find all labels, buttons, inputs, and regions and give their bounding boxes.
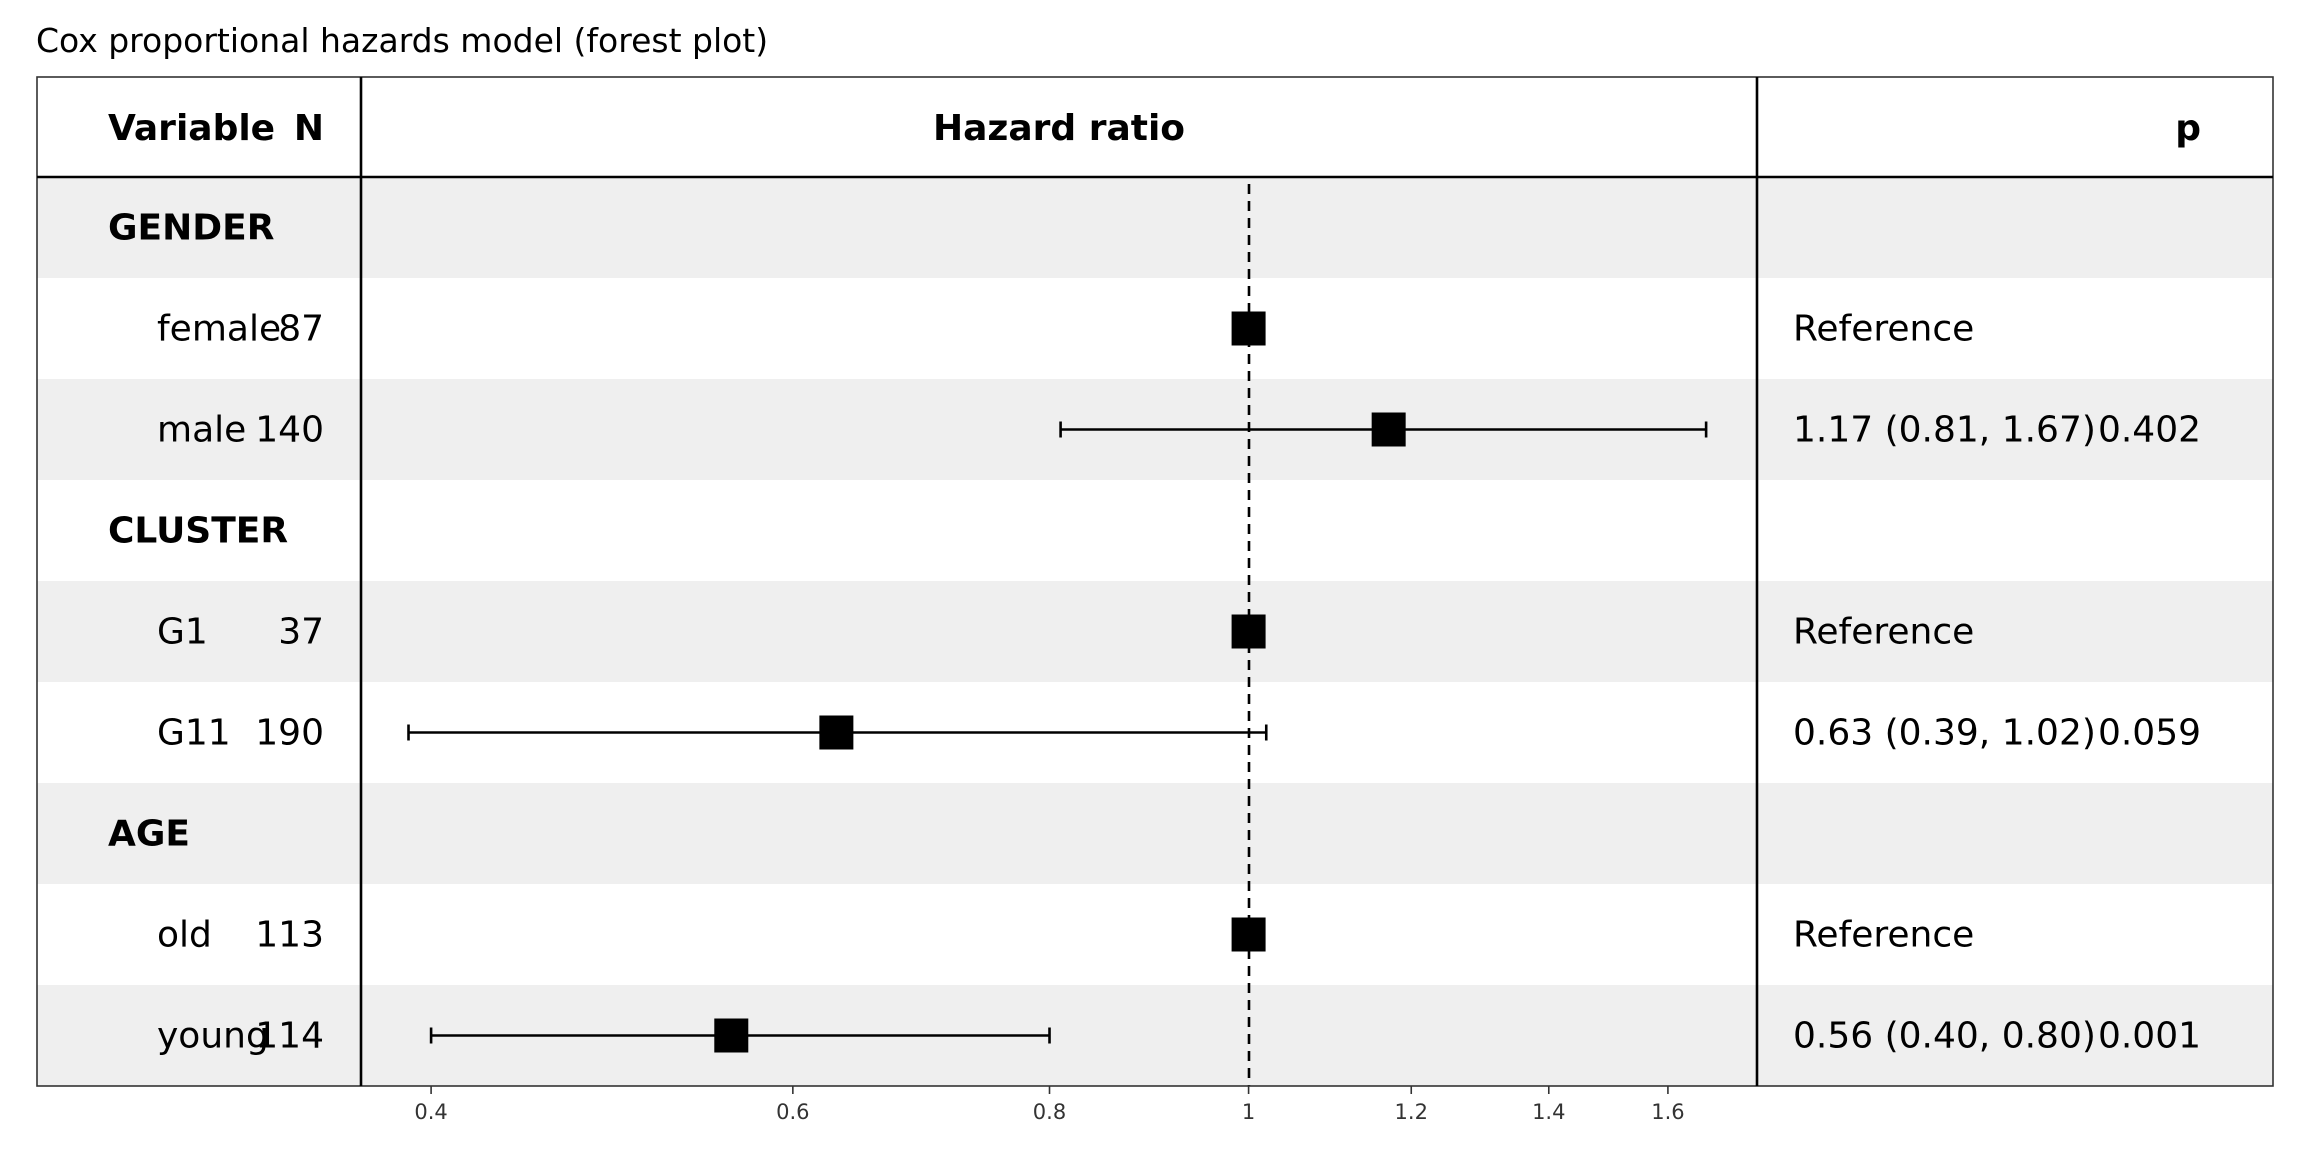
header-n: N [294,108,324,149]
group-label: GENDER [108,208,274,249]
estimate-marker [1371,412,1406,447]
estimate-label: 0.63 (0.39, 1.02) [1793,713,2096,754]
x-axis: 0.4 0.6 0.8 1 1.2 1.4 1.6 [414,1086,1685,1124]
reference-label: Reference [1793,915,1974,956]
p-value: 0.001 [2098,1016,2201,1057]
level-label: male [157,410,246,451]
reference-label: Reference [1793,309,1974,350]
chart-title: Cox proportional hazards model (forest p… [36,21,768,60]
row-shade [37,581,2273,682]
x-tick-label: 0.6 [776,1100,809,1124]
x-tick-label: 1.2 [1395,1100,1428,1124]
n-value: 114 [255,1016,324,1057]
row-shade [37,783,2273,884]
level-label: G1 [157,612,208,653]
level-label: young [157,1016,269,1057]
header-p: p [2175,108,2201,149]
header-variable: Variable [108,108,275,149]
group-label: CLUSTER [108,511,288,552]
x-tick-label: 0.4 [414,1100,447,1124]
n-value: 140 [255,410,324,451]
x-tick-label: 1.6 [1651,1100,1684,1124]
n-value: 87 [278,309,324,350]
row-shade [37,177,2273,278]
p-value: 0.402 [2098,410,2201,451]
level-label: old [157,915,212,956]
n-value: 190 [255,713,324,754]
level-label: G11 [157,713,231,754]
estimate-marker [1231,614,1266,649]
estimate-marker [1231,311,1266,346]
estimate-label: 1.17 (0.81, 1.67) [1793,410,2096,451]
estimate-marker [1231,917,1266,952]
estimate-marker [819,715,854,750]
header-hazard-ratio: Hazard ratio [933,108,1185,149]
reference-label: Reference [1793,612,1974,653]
level-label: female [157,309,281,350]
table-outer-border [36,76,2274,1087]
group-label: AGE [108,814,190,855]
x-tick-label: 0.8 [1033,1100,1066,1124]
estimate-marker [714,1018,749,1053]
x-tick-label: 1 [1242,1100,1255,1124]
n-value: 113 [255,915,324,956]
n-value: 37 [278,612,324,653]
p-value: 0.059 [2098,713,2201,754]
estimate-label: 0.56 (0.40, 0.80) [1793,1016,2096,1057]
x-tick-label: 1.4 [1532,1100,1565,1124]
estimate-markers [714,311,1406,1053]
row-shade [37,985,2273,1086]
